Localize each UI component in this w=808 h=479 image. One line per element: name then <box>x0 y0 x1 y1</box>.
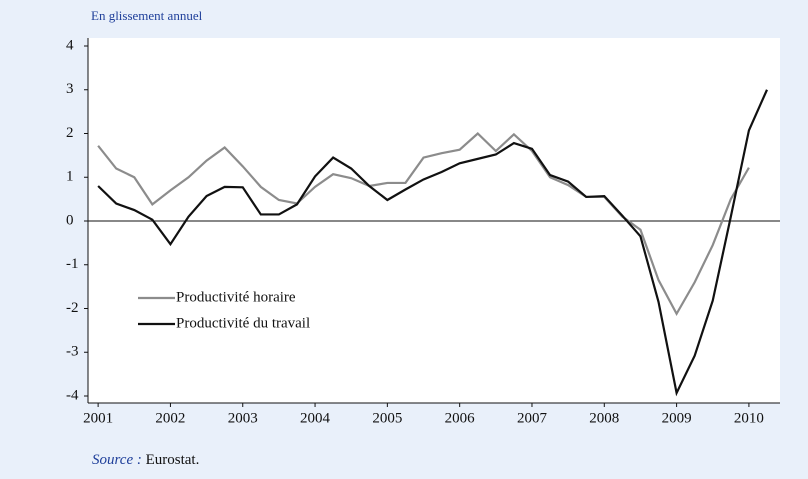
legend-label: Productivité horaire <box>176 289 296 305</box>
x-tick-label: 2003 <box>228 410 258 426</box>
x-tick-label: 2010 <box>734 410 764 426</box>
y-tick-label: 0 <box>66 212 74 228</box>
subtitle: En glissement annuel <box>91 8 203 23</box>
x-tick-label: 2005 <box>372 410 402 426</box>
x-tick-label: 2006 <box>445 410 476 426</box>
source: Source : Eurostat. <box>92 452 199 468</box>
y-tick-label: -1 <box>66 256 79 272</box>
y-tick-label: 2 <box>66 125 74 141</box>
line-series <box>97 131 750 317</box>
line-series <box>97 89 768 397</box>
y-tick-label: 3 <box>66 81 74 97</box>
x-tick-label: 2008 <box>589 410 619 426</box>
source-label: Source : <box>92 452 142 468</box>
x-tick-label: 2004 <box>300 410 331 426</box>
y-tick-label: -2 <box>66 300 79 316</box>
y-tick-label: 1 <box>66 169 74 185</box>
x-tick-label: 2002 <box>155 410 185 426</box>
y-tick-label: 4 <box>66 37 74 53</box>
y-tick-label: -4 <box>66 387 79 403</box>
y-tick-label: -3 <box>66 344 79 360</box>
source-text: Eurostat. <box>146 452 200 468</box>
legend-label: Productivité du travail <box>176 315 310 331</box>
x-tick-label: 2001 <box>83 410 113 426</box>
x-tick-label: 2009 <box>662 410 692 426</box>
x-tick-label: 2007 <box>517 410 548 426</box>
